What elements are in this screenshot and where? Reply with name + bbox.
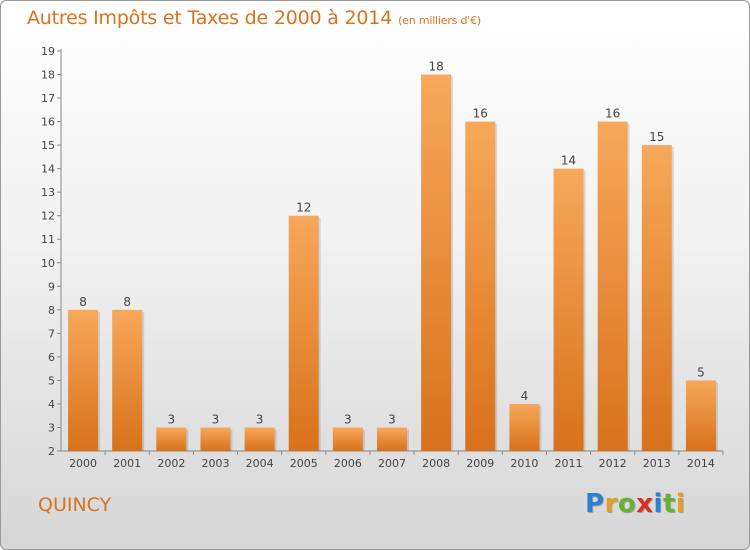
- value-label: 8: [123, 295, 131, 309]
- bar-2013: [641, 145, 672, 451]
- bar-2006: [332, 427, 363, 451]
- value-label: 15: [649, 130, 664, 144]
- x-tick-label: 2012: [599, 457, 627, 470]
- bar-2010: [509, 403, 540, 451]
- y-tick-label: 4: [48, 398, 55, 411]
- x-tick-label: 2011: [555, 457, 583, 470]
- x-tick-label: 2008: [422, 457, 450, 470]
- y-tick-label: 16: [41, 116, 55, 129]
- logo-letter: i: [653, 489, 663, 519]
- logo-letter: t: [662, 489, 676, 519]
- y-tick-label: 18: [41, 69, 55, 82]
- y-tick-label: 10: [41, 257, 55, 270]
- y-tick-label: 9: [48, 280, 55, 293]
- x-tick-label: 2013: [643, 457, 671, 470]
- logo-letter: i: [675, 489, 686, 519]
- value-label: 3: [388, 412, 396, 426]
- logo-letter: P: [585, 489, 605, 519]
- bar-2001: [112, 309, 143, 451]
- x-tick-label: 2007: [378, 457, 406, 470]
- value-label: 3: [212, 412, 220, 426]
- bar-2004: [244, 427, 275, 451]
- bar-2005: [288, 215, 319, 451]
- logo-letter: r: [604, 489, 618, 519]
- y-tick-label: 12: [41, 210, 55, 223]
- value-label: 8: [79, 295, 87, 309]
- value-label: 18: [428, 60, 443, 74]
- y-tick-label: 5: [48, 374, 55, 387]
- chart-title: Autres Impôts et Taxes de 2000 à 2014 (en…: [27, 7, 481, 29]
- x-tick-label: 2003: [201, 457, 229, 470]
- proxiti-logo: Proxiti: [585, 489, 685, 519]
- value-label: 16: [473, 107, 488, 121]
- y-tick-label: 15: [41, 139, 55, 152]
- value-label: 4: [521, 389, 529, 403]
- x-tick-label: 2000: [69, 457, 97, 470]
- value-labels: 8 8 3 3 3 12 3 3 18 16 4 14 16 15 5: [79, 60, 705, 427]
- y-tick-label: 11: [41, 233, 55, 246]
- value-label: 3: [256, 412, 264, 426]
- value-label: 5: [697, 365, 705, 379]
- unit-label: (en milliers d'€): [398, 14, 481, 27]
- x-tick-label: 2004: [246, 457, 274, 470]
- x-tick-label: 2010: [510, 457, 538, 470]
- y-tick-label: 2: [48, 445, 55, 458]
- x-tick-label: 2002: [157, 457, 185, 470]
- bar-2011: [553, 168, 584, 451]
- y-tick-label: 19: [41, 45, 55, 58]
- y-tick-label: 17: [41, 92, 55, 105]
- bar-2003: [200, 427, 231, 451]
- logo-letter: x: [636, 489, 654, 519]
- x-tick-label: 2006: [334, 457, 362, 470]
- logo-letter: o: [617, 489, 637, 519]
- title-text: Autres Impôts et Taxes de 2000 à 2014: [27, 7, 393, 29]
- bar-2008: [421, 74, 452, 451]
- bar-2007: [377, 427, 407, 451]
- bar-2002: [156, 427, 187, 451]
- x-tick-label: 2014: [687, 457, 715, 470]
- y-tick-label: 7: [48, 327, 55, 340]
- y-tick-label: 6: [48, 351, 55, 364]
- x-tick-label: 2001: [113, 457, 141, 470]
- value-label: 14: [561, 154, 576, 168]
- bar-2000: [68, 309, 99, 451]
- bar-2009: [465, 121, 496, 452]
- y-tick-label: 14: [41, 163, 55, 176]
- y-tick-label: 8: [48, 304, 55, 317]
- commune-name: QUINCY: [38, 494, 112, 516]
- bar-2014: [685, 380, 716, 451]
- value-label: 3: [168, 412, 176, 426]
- y-tick-label: 3: [48, 421, 55, 434]
- bars: [68, 74, 718, 452]
- value-label: 3: [344, 412, 352, 426]
- x-tick-label: 2009: [466, 457, 494, 470]
- x-tick-label: 2005: [290, 457, 318, 470]
- bar-2012: [597, 121, 628, 452]
- y-tick-label: 13: [41, 186, 55, 199]
- value-label: 16: [605, 107, 620, 121]
- value-label: 12: [296, 201, 311, 215]
